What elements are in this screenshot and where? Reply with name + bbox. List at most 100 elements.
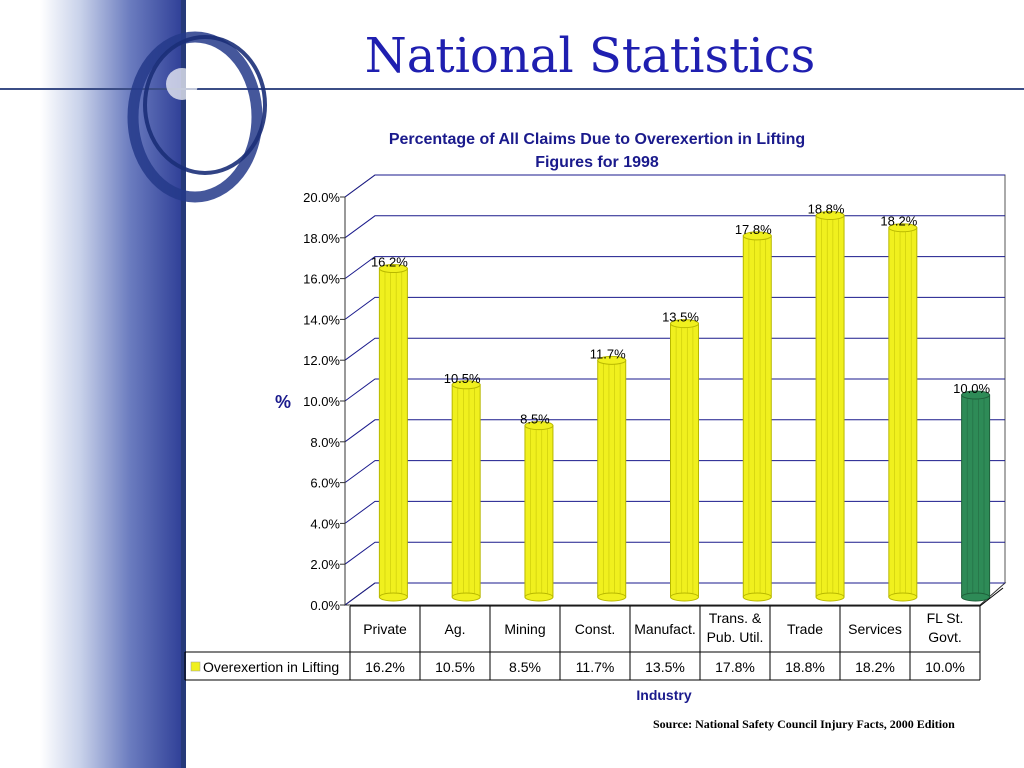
table-cell: 8.5%: [509, 659, 541, 675]
bar-top: [451, 380, 481, 390]
bar-body: [815, 214, 845, 598]
bar-body: [597, 359, 627, 598]
data-label: 10.0%: [953, 381, 990, 396]
bar-base: [961, 592, 991, 602]
bar-body: [670, 323, 699, 598]
bar-top: [961, 390, 991, 400]
x-tick-label: Manufact.: [634, 621, 695, 637]
chart-subtitle: Figures for 1998: [535, 154, 659, 171]
table-cell: 11.7%: [576, 659, 615, 675]
bar: [742, 231, 772, 602]
data-label: 11.7%: [590, 346, 626, 361]
bar-body: [451, 384, 481, 598]
bar-body: [524, 425, 554, 598]
gridline: [344, 296, 1005, 320]
gridline: [344, 460, 1005, 484]
bar: [815, 210, 845, 602]
bar-base: [888, 592, 918, 602]
bar-base: [815, 592, 845, 602]
bar-body: [961, 394, 991, 598]
x-tick-label: Mining: [504, 621, 545, 637]
bar: [597, 355, 627, 602]
x-tick-label: Trans. &: [709, 610, 762, 626]
bar: [961, 390, 991, 602]
bar-base: [378, 592, 408, 602]
y-tick-label: 8.0%: [310, 435, 340, 450]
bar: [378, 264, 408, 602]
x-tick-label: Const.: [575, 621, 615, 637]
data-label: 13.5%: [662, 310, 699, 325]
legend-swatch: [190, 661, 201, 672]
table-line: [979, 587, 1004, 607]
bar-top: [815, 210, 845, 220]
gridline: [344, 174, 1005, 198]
table-cell: 17.8%: [715, 659, 755, 675]
bar-body: [742, 235, 772, 598]
gridline: [344, 419, 1005, 443]
y-tick-label: 16.0%: [303, 272, 340, 287]
data-label: 10.5%: [444, 371, 481, 386]
y-tick-label: 4.0%: [310, 516, 340, 531]
x-tick-label: FL St.: [927, 610, 964, 626]
table-cell: 10.5%: [435, 659, 475, 675]
bar: [670, 319, 699, 602]
y-tick-label: 18.0%: [303, 231, 340, 246]
legend-label: Overexertion in Lifting: [203, 659, 339, 675]
x-tick-label: Private: [363, 621, 407, 637]
data-label: 18.8%: [808, 201, 845, 216]
gridline: [344, 500, 1005, 524]
bar-top: [378, 264, 408, 274]
y-tick-label: 6.0%: [310, 476, 340, 491]
bar-top: [597, 355, 627, 365]
bar: [524, 421, 554, 602]
gridline: [344, 378, 1005, 402]
y-tick-label: 10.0%: [303, 394, 340, 409]
x-axis-title: Industry: [636, 687, 691, 703]
bar-base: [451, 592, 481, 602]
x-tick-label: Govt.: [928, 629, 961, 645]
data-label: 18.2%: [880, 214, 917, 229]
vertical-divider: [181, 0, 186, 768]
bar-top: [670, 319, 699, 329]
y-axis-title: %: [275, 392, 291, 412]
gridline: [344, 541, 1005, 565]
data-label: 8.5%: [520, 412, 550, 427]
bar-base: [670, 592, 699, 602]
bar-body: [888, 227, 918, 598]
table-cell: 16.2%: [365, 659, 405, 675]
page-title: National Statistics: [364, 28, 816, 84]
data-label: 17.8%: [735, 222, 772, 237]
x-tick-label: Ag.: [444, 621, 465, 637]
table-cell: 10.0%: [925, 659, 965, 675]
side-gradient-panel: [0, 0, 183, 768]
y-tick-label: 2.0%: [310, 557, 340, 572]
x-tick-label: Pub. Util.: [707, 629, 764, 645]
table-cell: 18.8%: [785, 659, 825, 675]
gridline: [344, 256, 1005, 280]
y-tick-label: 20.0%: [303, 190, 340, 205]
x-tick-label: Services: [848, 621, 902, 637]
bar-base: [597, 592, 627, 602]
bar-top: [888, 223, 918, 233]
table-cell: 13.5%: [645, 659, 685, 675]
y-tick-label: 0.0%: [310, 598, 340, 613]
data-label: 16.2%: [371, 255, 408, 270]
ring-logo-icon: [127, 31, 267, 203]
y-tick-label: 14.0%: [303, 312, 340, 327]
y-tick-label: 12.0%: [303, 353, 340, 368]
gridline: [344, 215, 1005, 239]
source-note: Source: National Safety Council Injury F…: [653, 717, 955, 731]
x-tick-label: Trade: [787, 621, 823, 637]
bar-top: [524, 421, 554, 431]
gridline: [344, 337, 1005, 361]
bar: [451, 380, 481, 602]
bar-base: [742, 592, 772, 602]
title-underline: [0, 88, 1024, 90]
bar-top: [742, 231, 772, 241]
table-cell: 18.2%: [855, 659, 895, 675]
bar-base: [524, 592, 554, 602]
gridline: [344, 582, 1005, 606]
bar-body: [378, 268, 408, 598]
